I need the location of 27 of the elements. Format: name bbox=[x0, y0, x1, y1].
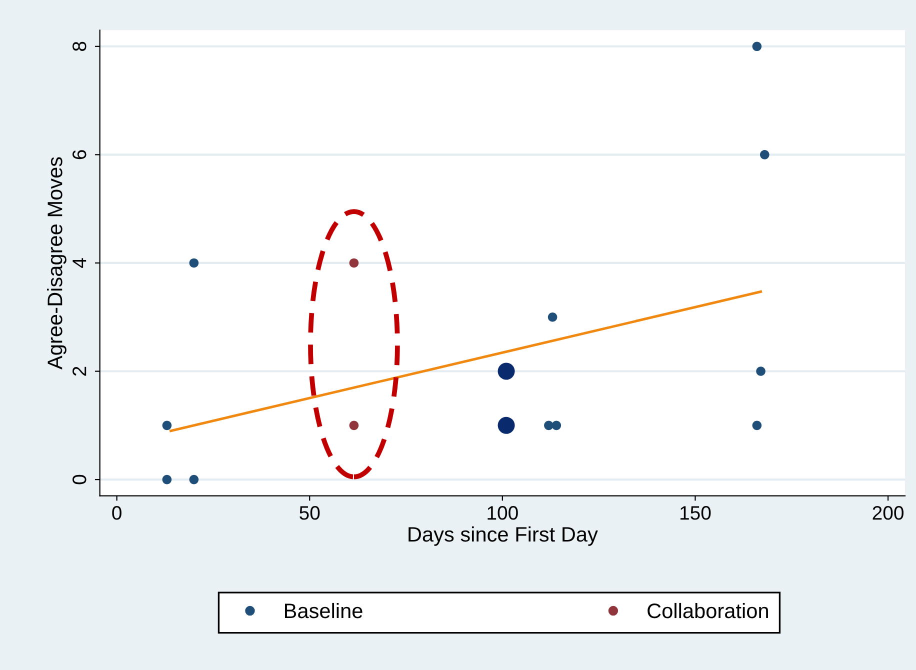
point bbox=[544, 420, 554, 430]
point bbox=[552, 420, 562, 430]
point bbox=[349, 420, 359, 430]
point bbox=[189, 474, 199, 484]
point bbox=[752, 42, 762, 52]
point bbox=[756, 366, 766, 376]
point bbox=[752, 420, 762, 430]
y-tick-label: 2 bbox=[72, 366, 86, 376]
x-tick-label: 0 bbox=[112, 506, 122, 520]
x-tick-label: 50 bbox=[300, 506, 320, 520]
point bbox=[162, 474, 172, 484]
y-axis-title: Agree-Disagree Moves bbox=[47, 157, 66, 370]
y-tick-label: 8 bbox=[72, 42, 86, 51]
point bbox=[548, 312, 558, 322]
legend-label: Collaboration bbox=[648, 602, 768, 618]
y-tick-label: 0 bbox=[72, 474, 86, 484]
x-tick-label: 200 bbox=[872, 506, 904, 520]
point bbox=[349, 258, 359, 268]
point bbox=[162, 420, 172, 430]
point bbox=[760, 150, 770, 160]
point bbox=[189, 258, 199, 268]
x-tick-label: 150 bbox=[680, 506, 711, 520]
y-tick-label: 6 bbox=[72, 150, 86, 160]
y-tick-label: 4 bbox=[72, 258, 86, 268]
x-tick-label: 100 bbox=[488, 506, 518, 520]
legend-label: Baseline bbox=[285, 602, 362, 618]
x-axis-title: Days since First Day bbox=[408, 526, 598, 546]
